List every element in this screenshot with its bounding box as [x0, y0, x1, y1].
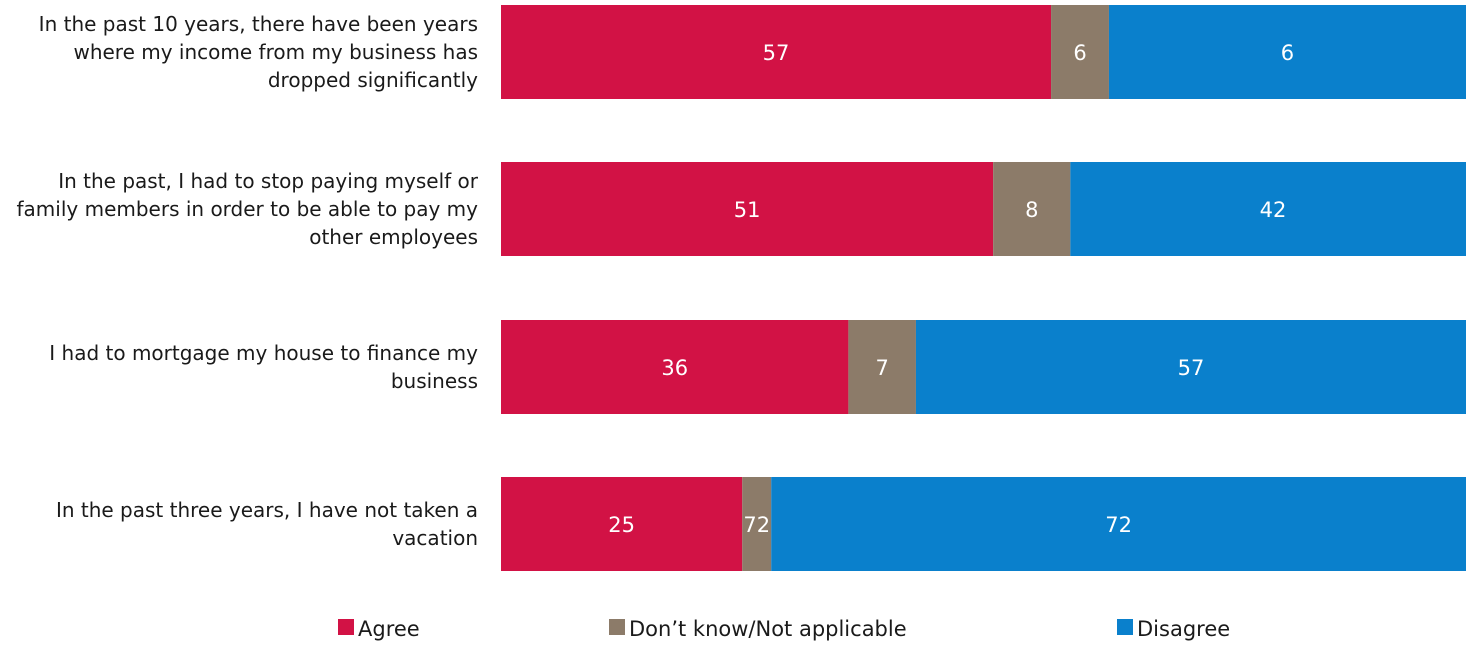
data-label: 6: [1073, 41, 1086, 65]
category-label-line: In the past three years, I have not take…: [56, 498, 478, 522]
category-label: In the past, I had to stop paying myself…: [17, 169, 479, 249]
category-label: In the past three years, I have not take…: [56, 498, 478, 550]
data-label: 25: [608, 513, 635, 537]
bar-segment-disagree: [771, 477, 1466, 571]
category-label-line: dropped significantly: [268, 68, 478, 92]
data-label: 57: [1178, 356, 1205, 380]
data-label: 6: [1281, 41, 1294, 65]
category-label-line: I had to mortgage my house to finance my: [49, 341, 478, 365]
category-label-line: In the past 10 years, there have been ye…: [39, 12, 478, 36]
category-label-line: In the past, I had to stop paying myself…: [58, 169, 479, 193]
category-label-line: business: [391, 369, 478, 393]
legend-label: Don’t know/Not applicable: [629, 617, 907, 641]
data-label: 72: [743, 513, 770, 537]
data-label: 57: [763, 41, 790, 65]
data-label: 36: [661, 356, 688, 380]
category-label-line: family members in order to be able to pa…: [17, 197, 479, 221]
category-labels: In the past 10 years, there have been ye…: [17, 12, 479, 550]
bar-segment-agree: [501, 162, 994, 256]
data-label: 51: [734, 198, 761, 222]
data-label: 7: [875, 356, 888, 380]
bar-segment-disagree: [1070, 162, 1466, 256]
bar-segment-don-t-know-not-applicable: [848, 320, 916, 414]
bar-segment-don-t-know-not-applicable: [1051, 5, 1109, 99]
legend-swatch: [1117, 619, 1133, 635]
bar-segment-agree: [501, 477, 743, 571]
legend-swatch: [338, 619, 354, 635]
legend-label: Agree: [358, 617, 420, 641]
category-label-line: where my income from my business has: [73, 40, 478, 64]
legend: Agree Don’t know/Not applicable Disagree: [338, 617, 1230, 641]
data-label: 72: [1105, 513, 1132, 537]
data-label: 42: [1260, 198, 1287, 222]
data-label: 8: [1025, 198, 1038, 222]
category-label-line: vacation: [392, 526, 478, 550]
bar-segment-don-t-know-not-applicable: [742, 477, 772, 571]
bar-segment-disagree: [915, 320, 1466, 414]
bar-segment-disagree: [1108, 5, 1466, 99]
category-label-line: other employees: [309, 225, 478, 249]
bar-segment-don-t-know-not-applicable: [993, 162, 1071, 256]
category-label: I had to mortgage my house to finance my…: [49, 341, 478, 393]
bar-segment-agree: [501, 5, 1052, 99]
bar-segment-agree: [501, 320, 849, 414]
legend-label: Disagree: [1137, 617, 1230, 641]
category-label: In the past 10 years, there have been ye…: [39, 12, 478, 92]
bars: 57 6 6 51 8 42 36 7 57 25 72 72: [501, 5, 1466, 571]
legend-swatch: [609, 619, 625, 635]
